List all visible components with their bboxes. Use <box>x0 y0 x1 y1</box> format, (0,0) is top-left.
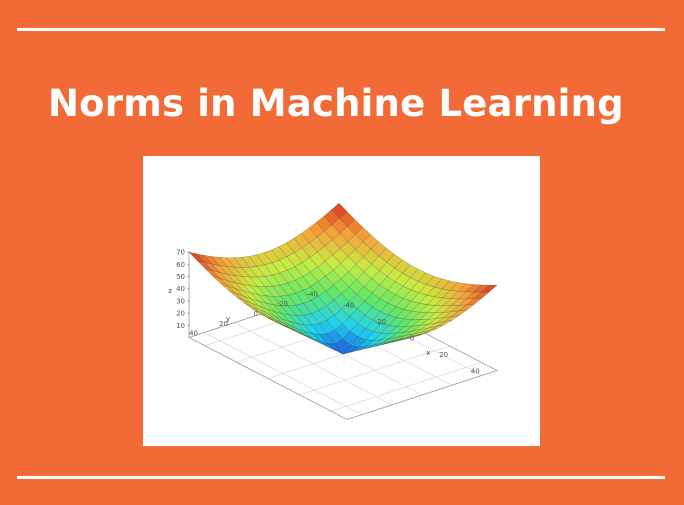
axis-labels: z -40 -20 0 20 40 x -40 -20 0 20 40 y <box>168 287 479 375</box>
x-axis-label: x <box>426 349 430 357</box>
z-tick-label: 60 <box>176 261 185 269</box>
x-tick-label: -40 <box>343 302 354 310</box>
surface-plot: 10 20 30 40 50 60 70 z -40 -20 0 20 40 x -40 -20 0 20 40 y <box>168 202 499 420</box>
x-tick-label: 0 <box>410 335 414 343</box>
surface-mesh <box>188 202 498 355</box>
y-tick-label: 0 <box>254 310 258 318</box>
z-tick-label: 20 <box>176 310 185 318</box>
y-tick-label: 20 <box>219 320 228 328</box>
top-divider <box>17 28 665 31</box>
x-tick-label: 40 <box>471 367 480 375</box>
y-axis-label: y <box>226 315 230 323</box>
y-tick-label: 40 <box>189 330 198 338</box>
x-tick-label: 20 <box>439 351 448 359</box>
floor-gridline <box>299 345 450 396</box>
y-tick-label: -40 <box>307 290 318 298</box>
z-tick-label: 50 <box>176 273 185 281</box>
z-tick-label: 70 <box>176 249 185 257</box>
z-axis-label: z <box>168 287 172 295</box>
floor-gridline <box>331 361 482 412</box>
bottom-divider <box>17 476 665 479</box>
z-axis: 10 20 30 40 50 60 70 <box>176 249 190 338</box>
floor-gridline <box>203 332 363 415</box>
page-title: Norms in Machine Learning <box>48 82 624 125</box>
surface-plot-figure: 10 20 30 40 50 60 70 z -40 -20 0 20 40 x -40 -20 0 20 40 y <box>143 156 540 446</box>
z-tick-label: 40 <box>176 285 185 293</box>
floor-outline <box>187 288 499 420</box>
floor-gridline <box>233 322 393 406</box>
x-tick-label: -20 <box>375 318 386 326</box>
y-tick-label: -20 <box>277 300 288 308</box>
z-tick-label: 10 <box>176 322 185 330</box>
surface-cell <box>331 202 348 219</box>
z-tick-label: 30 <box>176 297 185 305</box>
